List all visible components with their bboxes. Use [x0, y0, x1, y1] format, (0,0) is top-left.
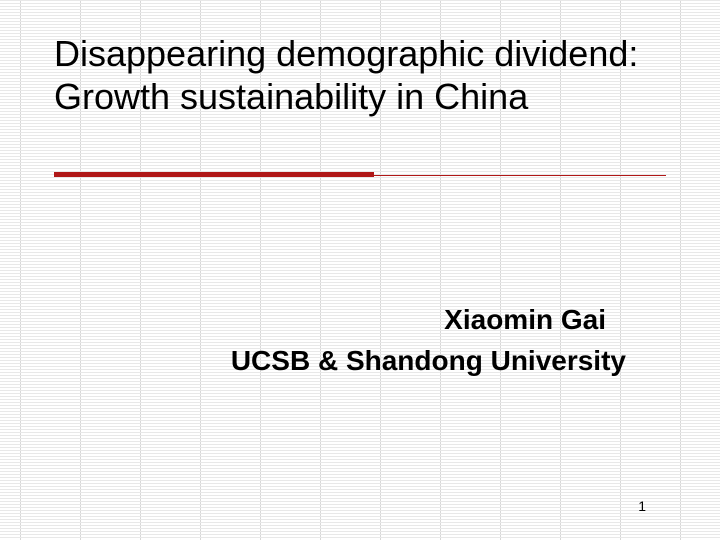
body-block: Xiaomin Gai UCSB & Shandong University — [54, 300, 666, 381]
title-underline — [54, 172, 666, 178]
slide-content: Disappearing demographic dividend: Growt… — [0, 0, 720, 540]
slide-title: Disappearing demographic dividend: Growt… — [54, 32, 666, 118]
author-name: Xiaomin Gai — [54, 300, 666, 341]
underline-thick — [54, 172, 374, 177]
affiliation: UCSB & Shandong University — [54, 341, 666, 382]
page-number: 1 — [638, 498, 646, 514]
title-block: Disappearing demographic dividend: Growt… — [54, 32, 666, 118]
